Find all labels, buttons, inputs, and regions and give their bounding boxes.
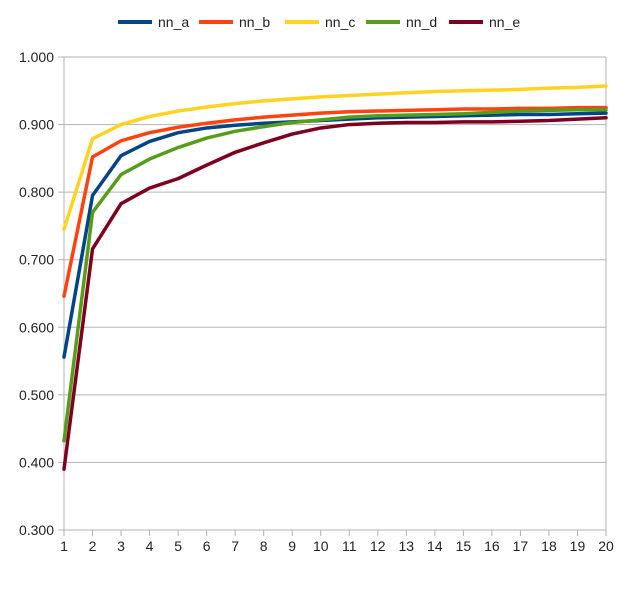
x-tick-label: 6 <box>203 538 211 554</box>
x-tick-label: 5 <box>174 538 182 554</box>
x-tick-label: 18 <box>541 538 557 554</box>
axes: 0.300 0.400 0.500 0.600 0.700 0.800 0.900 1.000… <box>19 49 614 554</box>
y-tick-label: 0.500 <box>19 387 54 403</box>
legend-item-nn_d: nn_d <box>366 14 437 30</box>
legend-label: nn_b <box>239 14 270 30</box>
legend-item-nn_c: nn_c <box>285 14 355 30</box>
x-tick-label: 11 <box>342 538 357 554</box>
legend: nn_a nn_b nn_c nn_d nn_e <box>118 14 520 30</box>
legend-item-nn_b: nn_b <box>199 14 270 30</box>
series-line-nn_b <box>62 105 608 298</box>
y-tick-label: 0.400 <box>19 454 54 470</box>
x-tick-label: 19 <box>570 538 586 554</box>
legend-item-nn_e: nn_e <box>449 14 520 30</box>
x-tick-label: 14 <box>427 538 443 554</box>
legend-label: nn_a <box>158 14 189 30</box>
y-tick-label: 0.300 <box>19 522 54 538</box>
x-tick-label: 17 <box>513 538 529 554</box>
x-tick-label: 20 <box>598 538 614 554</box>
y-tick-label: 0.700 <box>19 252 54 268</box>
x-tick-label: 15 <box>456 538 472 554</box>
legend-item-nn_a: nn_a <box>118 14 189 30</box>
x-tick-label: 8 <box>260 538 268 554</box>
x-tick-label: 9 <box>288 538 296 554</box>
series-line-nn_c <box>62 84 608 232</box>
grid-lines <box>64 56 606 531</box>
x-tick-label: 4 <box>146 538 154 554</box>
series-line-nn_a <box>62 111 608 359</box>
legend-label: nn_d <box>406 14 437 30</box>
x-tick-label: 1 <box>60 538 68 554</box>
series-line-nn_e <box>62 116 608 471</box>
x-tick-label: 7 <box>231 538 239 554</box>
x-tick-label: 10 <box>313 538 329 554</box>
series-line-nn_d <box>62 107 608 443</box>
y-tick-label: 0.800 <box>19 184 54 200</box>
y-tick-label: 0.900 <box>19 117 54 133</box>
y-tick-label: 0.600 <box>19 319 54 335</box>
x-tick-label: 13 <box>399 538 415 554</box>
y-tick-label: 1.000 <box>19 49 54 65</box>
legend-label: nn_c <box>325 14 355 30</box>
legend-label: nn_e <box>489 14 520 30</box>
series-lines <box>62 84 608 471</box>
x-tick-label: 2 <box>89 538 97 554</box>
x-tick-label: 16 <box>484 538 500 554</box>
x-tick-label: 3 <box>117 538 125 554</box>
x-tick-label: 12 <box>370 538 386 554</box>
